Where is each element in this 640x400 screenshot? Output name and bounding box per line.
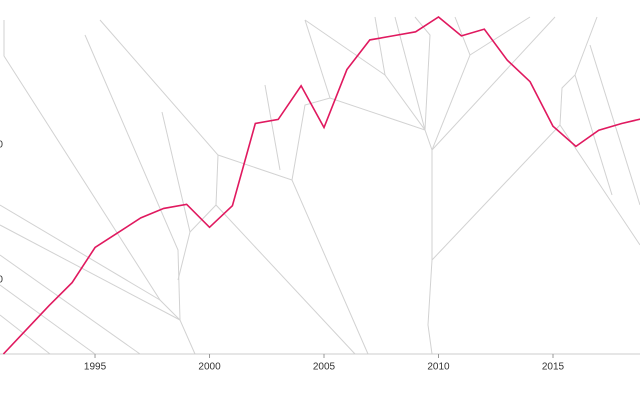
x-tick-label: 2005 (313, 362, 336, 373)
voronoi-edge (304, 19, 433, 355)
voronoi-edge (431, 16, 556, 151)
voronoi-edge (0, 284, 96, 355)
voronoi-edge (469, 16, 531, 56)
voronoi-edge (374, 16, 386, 76)
voronoi-edge (414, 16, 431, 131)
voronoi-edge (394, 16, 426, 131)
voronoi-edge (217, 154, 369, 355)
voronoi-edge (3, 20, 196, 355)
voronoi-background (0, 16, 640, 355)
voronoi-edge (431, 16, 598, 261)
line-series (2, 16, 640, 355)
voronoi-edge (215, 204, 356, 355)
x-tick-label: 1995 (84, 362, 107, 373)
voronoi-edge (0, 204, 161, 301)
voronoi-edge (0, 254, 141, 355)
voronoi-edge (0, 224, 181, 321)
voronoi-edge (99, 19, 219, 281)
x-tick-label: 2000 (198, 362, 221, 373)
x-tick-label: 2015 (542, 362, 565, 373)
y-tick-label: 20 (0, 140, 3, 151)
voronoi-edge (574, 74, 613, 196)
y-tick-label: 10 (0, 275, 3, 286)
voronoi-edge (304, 19, 331, 99)
voronoi-edge (161, 111, 191, 233)
voronoi-edge (264, 84, 281, 171)
voronoi-edge (0, 314, 51, 355)
voronoi-edge (84, 34, 181, 321)
x-tick-label: 2010 (427, 362, 450, 373)
voronoi-edge (291, 97, 426, 181)
